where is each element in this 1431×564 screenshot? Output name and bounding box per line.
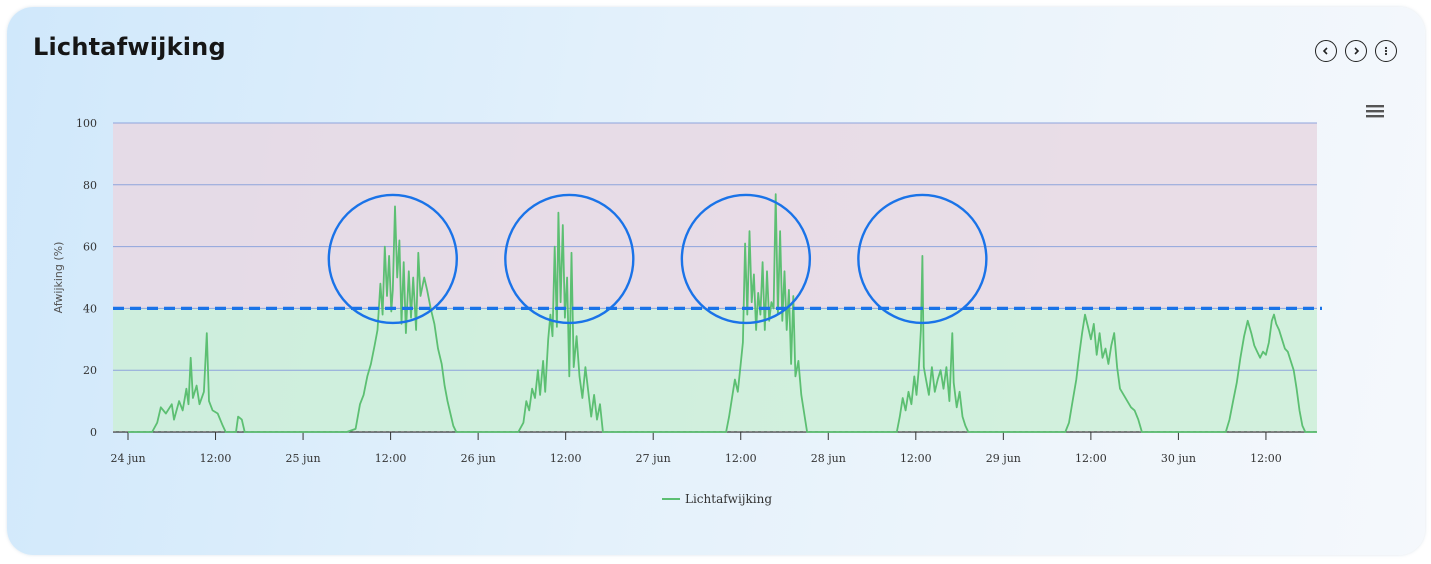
x-tick-label: 12:00 — [200, 452, 232, 465]
x-tick-label: 24 jun — [110, 452, 145, 465]
y-tick-label: 0 — [90, 426, 97, 439]
hamburger-menu-icon[interactable] — [1365, 103, 1385, 119]
plot-band-1 — [113, 123, 1317, 309]
y-tick-label: 60 — [83, 241, 97, 254]
x-tick-label: 12:00 — [375, 452, 407, 465]
legend[interactable]: Lichtafwijking — [662, 492, 772, 506]
x-tick-label: 30 jun — [1161, 452, 1196, 465]
x-tick-label: 12:00 — [550, 452, 582, 465]
y-tick-label: 20 — [83, 364, 97, 377]
series-line-0 — [128, 193, 1317, 433]
more-vertical-icon[interactable] — [1375, 40, 1397, 62]
x-tick-label: 27 jun — [636, 452, 671, 465]
annotation-circle-0 — [327, 193, 458, 325]
y-tick-label: 40 — [83, 302, 97, 315]
x-tick-label: 12:00 — [725, 452, 757, 465]
legend-label: Lichtafwijking — [685, 492, 772, 506]
annotation-circle-2 — [680, 193, 812, 325]
chevron-left-icon[interactable] — [1315, 40, 1337, 62]
annotation-circles — [327, 193, 988, 325]
chevron-right-icon[interactable] — [1345, 40, 1367, 62]
x-tick-label: 28 jun — [811, 452, 846, 465]
y-tick-label: 80 — [83, 179, 97, 192]
y-axis-label: Afwijking (%) — [52, 242, 65, 314]
series-group — [128, 193, 1317, 433]
annotation-circle-1 — [504, 193, 635, 325]
y-tick-label: 100 — [76, 117, 97, 130]
x-tick-label: 12:00 — [900, 452, 932, 465]
x-tick-label: 26 jun — [461, 452, 496, 465]
x-tick-label: 12:00 — [1250, 452, 1282, 465]
annotation-circle-3 — [857, 193, 988, 325]
x-tick-label: 29 jun — [986, 452, 1021, 465]
chart-title: Lichtafwijking — [33, 33, 226, 61]
x-tick-label: 25 jun — [286, 452, 321, 465]
x-axis: 24 jun 12:00 25 jun 12:00 26 jun 12:00 27 jun 1… — [110, 431, 1317, 465]
y-axis-ticks: 0 20 40 60 80 100 — [76, 117, 97, 439]
x-tick-label: 12:00 — [1075, 452, 1107, 465]
plot-bands — [113, 123, 1317, 432]
